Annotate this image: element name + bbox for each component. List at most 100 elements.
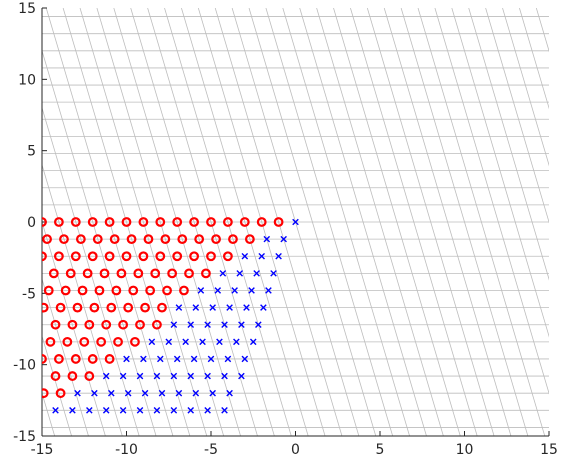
circle-marker-point — [121, 217, 132, 227]
x-marker-point — [221, 372, 228, 380]
y-tick-label: 10 — [18, 72, 36, 88]
x-marker-point — [241, 355, 249, 363]
circle-marker-point — [104, 251, 115, 262]
x-marker-point — [69, 407, 76, 414]
x-marker-point — [175, 389, 183, 397]
grid-line — [42, 220, 106, 436]
x-marker-point — [236, 270, 244, 277]
circle-marker-point — [126, 234, 137, 245]
circle-marker-point — [67, 319, 78, 330]
x-marker-point — [74, 389, 81, 397]
circle-marker-point — [118, 319, 129, 330]
circle-marker-point — [87, 354, 98, 364]
x-marker-point — [91, 389, 98, 397]
x-marker-point — [249, 338, 257, 346]
x-marker-point — [197, 287, 205, 294]
y-tick-label: 0 — [27, 215, 36, 231]
x-marker-point — [153, 407, 161, 414]
grid-line — [502, 8, 549, 167]
x-marker-point — [204, 321, 211, 329]
x-marker-point — [226, 389, 233, 397]
x-marker-point — [158, 389, 166, 397]
circle-marker-point — [155, 217, 166, 227]
x-tick-label: -15 — [31, 442, 54, 458]
lattice-grid — [0, 8, 561, 436]
circle-marker-point — [42, 234, 52, 245]
circle-marker-point — [42, 388, 49, 399]
circle-marker-point — [206, 217, 216, 227]
circle-marker-point — [172, 251, 183, 262]
circle-marker-point — [99, 268, 110, 279]
y-tick-label: 15 — [18, 1, 36, 17]
data-points — [42, 217, 299, 414]
circle-marker-point — [54, 354, 64, 364]
circle-marker-point — [177, 234, 188, 245]
circle-marker-point — [167, 268, 178, 279]
x-marker-point — [258, 252, 265, 260]
x-marker-point — [241, 252, 249, 260]
x-marker-point — [141, 389, 149, 397]
circle-marker-point — [160, 234, 171, 245]
circle-marker-point — [75, 234, 86, 245]
circle-marker-point — [104, 354, 115, 364]
circle-marker-point — [179, 285, 189, 296]
x-marker-point — [153, 372, 161, 380]
circle-marker-point — [55, 388, 66, 399]
x-marker-point — [102, 372, 110, 380]
circle-marker-point — [206, 251, 216, 262]
x-tick-label: -10 — [115, 442, 138, 458]
circle-marker-point — [77, 285, 88, 296]
circle-marker-point — [42, 251, 47, 262]
circle-marker-point — [116, 268, 127, 279]
x-marker-point — [204, 372, 211, 380]
x-marker-point — [165, 338, 173, 346]
x-tick-label: 5 — [376, 442, 385, 458]
circle-marker-point — [162, 285, 172, 296]
circle-marker-point — [109, 234, 120, 245]
circle-marker-point — [87, 251, 98, 262]
circle-marker-point — [55, 302, 66, 313]
circle-marker-point — [45, 336, 56, 347]
circle-marker-point — [94, 285, 105, 296]
x-marker-point — [140, 355, 147, 363]
x-marker-point — [123, 355, 130, 363]
circle-marker-point — [106, 302, 117, 313]
circle-marker-point — [104, 217, 115, 227]
x-marker-point — [263, 235, 271, 243]
circle-marker-point — [92, 234, 103, 245]
x-marker-point — [157, 355, 164, 363]
x-marker-point — [187, 372, 195, 380]
x-marker-point — [124, 389, 132, 397]
circle-marker-point — [59, 234, 69, 245]
circle-marker-point — [152, 319, 162, 330]
x-marker-point — [224, 355, 232, 363]
circle-marker-point — [155, 251, 166, 262]
circle-marker-point — [101, 319, 112, 330]
circle-marker-point — [222, 251, 233, 262]
x-marker-point — [136, 407, 144, 414]
x-marker-point — [170, 372, 178, 380]
x-marker-point — [119, 407, 127, 414]
x-marker-point — [173, 355, 181, 363]
x-tick-label: -5 — [204, 442, 218, 458]
y-tick-label: 5 — [27, 144, 36, 160]
circle-marker-point — [54, 251, 64, 262]
x-marker-point — [204, 407, 211, 414]
grid-line — [0, 8, 4, 436]
x-marker-point — [170, 407, 178, 414]
circle-marker-point — [244, 234, 255, 245]
x-marker-point — [280, 235, 287, 243]
circle-marker-point — [50, 371, 61, 381]
circle-marker-point — [79, 336, 90, 347]
grid-line — [42, 277, 89, 436]
x-marker-point — [275, 252, 282, 260]
x-marker-point — [221, 407, 228, 414]
x-marker-point — [216, 338, 223, 346]
x-marker-point — [199, 338, 206, 346]
grid-line — [553, 8, 561, 436]
x-marker-point — [192, 304, 200, 311]
x-marker-point — [170, 321, 178, 329]
x-marker-point — [107, 389, 115, 397]
x-marker-point — [231, 287, 238, 294]
